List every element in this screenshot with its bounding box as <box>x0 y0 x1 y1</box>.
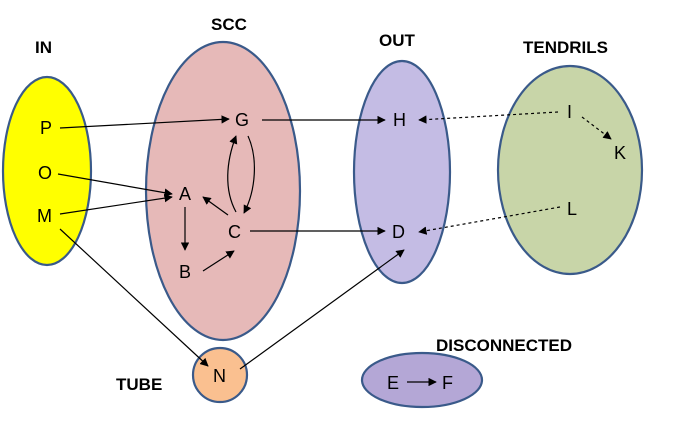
scc-heading: SCC <box>211 15 247 34</box>
edge-c-to-a <box>202 196 229 216</box>
node-k: K <box>614 143 626 163</box>
node-l: L <box>567 199 577 219</box>
disconnected-heading: DISCONNECTED <box>436 336 572 355</box>
edge-n-to-d <box>239 249 405 370</box>
node-a: A <box>179 184 191 204</box>
node-e: E <box>387 373 399 393</box>
edge-m-to-n <box>59 228 209 367</box>
node-o: O <box>38 163 52 183</box>
in-region <box>1 75 93 267</box>
edge-i-to-h <box>418 111 559 124</box>
edge-p-to-g <box>59 115 230 129</box>
node-m: M <box>37 206 52 226</box>
node-n: N <box>213 366 226 386</box>
node-c: C <box>228 222 241 242</box>
disconnected-region <box>360 351 484 409</box>
edge-g-to-c <box>243 135 255 214</box>
node-p: P <box>40 118 52 138</box>
edge-c-to-g <box>227 135 238 213</box>
node-h: H <box>393 110 406 130</box>
scc-region <box>144 40 302 342</box>
node-i: I <box>567 102 572 122</box>
in-heading: IN <box>35 38 52 57</box>
edge-o-to-a <box>57 173 173 197</box>
out-region <box>352 59 452 285</box>
edge-m-to-a <box>59 193 173 215</box>
node-b: B <box>179 262 191 282</box>
node-d: D <box>392 222 405 242</box>
edge-i-to-k <box>581 116 612 140</box>
node-f: F <box>442 373 453 393</box>
tendrils-heading: TENDRILS <box>523 38 608 57</box>
tube-heading: TUBE <box>116 375 162 394</box>
tendrils-region <box>496 64 644 276</box>
node-g: G <box>235 110 249 130</box>
edge-b-to-c <box>202 250 235 272</box>
out-heading: OUT <box>379 31 416 50</box>
